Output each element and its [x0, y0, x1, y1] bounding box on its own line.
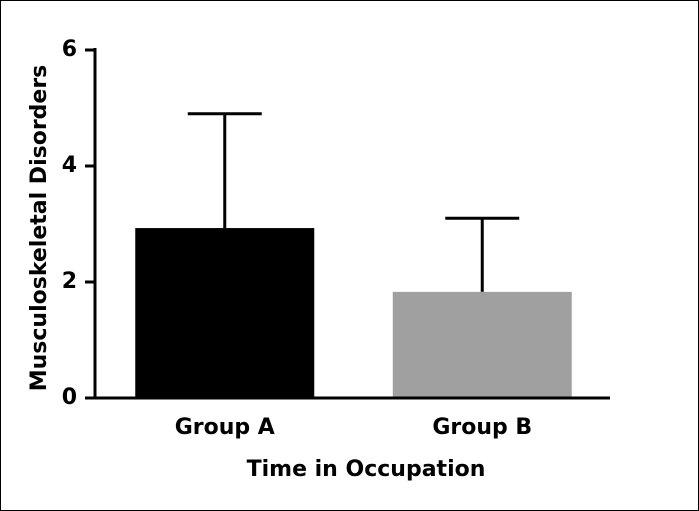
y-tick-label: 2 [62, 269, 77, 294]
y-axis-label: Musculoskeletal Disorders [27, 65, 52, 392]
bar [135, 228, 315, 398]
x-axis-label: Time in Occupation [247, 457, 486, 482]
y-tick-label: 4 [62, 153, 77, 178]
y-tick-label: 6 [62, 37, 77, 62]
bar [392, 291, 572, 398]
x-tick-label: Group A [175, 415, 275, 440]
x-tick-label: Group B [432, 415, 532, 440]
y-tick-label: 0 [62, 385, 77, 410]
